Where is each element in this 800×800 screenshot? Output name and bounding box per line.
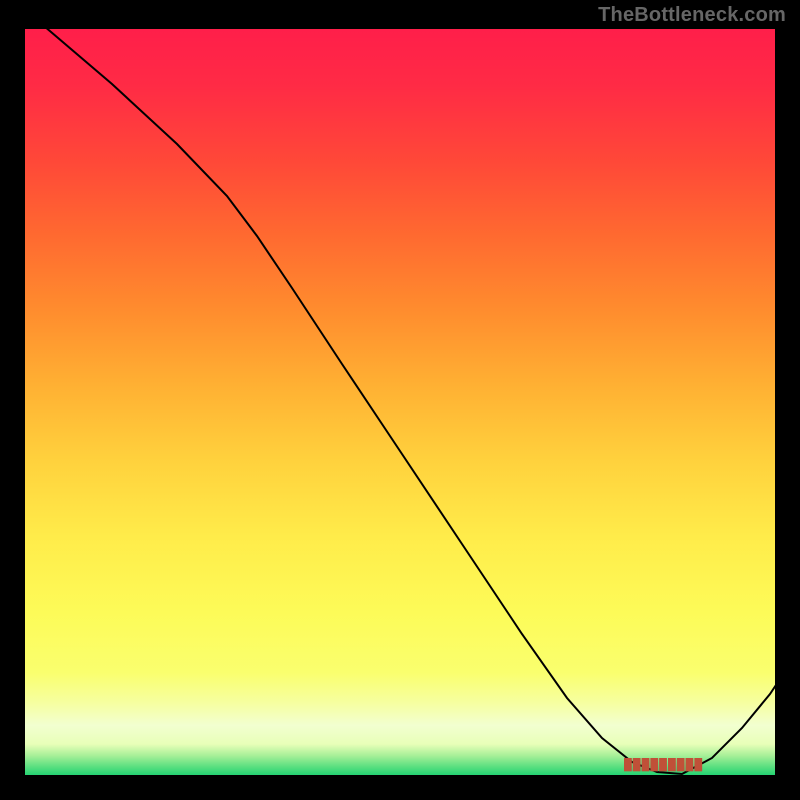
- chart-container: TheBottleneck.com █████████: [0, 0, 800, 800]
- plot-border: [22, 26, 778, 778]
- attribution-text: TheBottleneck.com: [598, 4, 786, 27]
